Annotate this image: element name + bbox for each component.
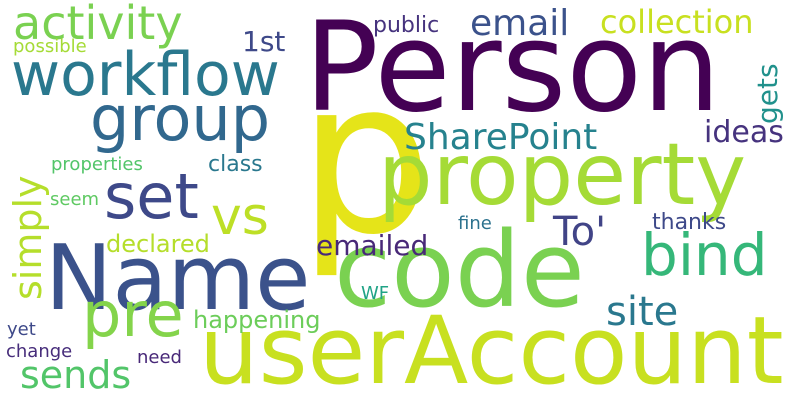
word-useraccount: userAccount bbox=[199, 297, 784, 400]
word-seem: seem bbox=[50, 189, 100, 210]
word-public: public bbox=[373, 13, 440, 38]
word-properties: properties bbox=[51, 154, 143, 175]
word-thanks: thanks bbox=[652, 210, 727, 235]
word-gets: gets bbox=[751, 63, 784, 124]
word-yet: yet bbox=[7, 319, 36, 340]
word-sharepoint: SharePoint bbox=[404, 117, 598, 158]
word-class: class bbox=[208, 152, 263, 177]
word-workflow: workflow bbox=[11, 40, 280, 110]
word-to: To' bbox=[553, 209, 607, 255]
word-set: set bbox=[104, 160, 199, 233]
word-emailed: emailed bbox=[316, 229, 429, 262]
word-email: email bbox=[470, 3, 570, 44]
word-wf: WF bbox=[361, 283, 390, 304]
word-activity: activity bbox=[13, 0, 183, 50]
word-collection: collection bbox=[600, 3, 754, 41]
word-need: need bbox=[137, 347, 182, 368]
word-fine: fine bbox=[458, 213, 492, 234]
word-possible: possible bbox=[13, 36, 87, 57]
word-1st: 1st bbox=[242, 25, 286, 58]
word-person: Person bbox=[304, 0, 721, 140]
word-site: site bbox=[606, 289, 679, 335]
word-happening: happening bbox=[193, 306, 321, 334]
word-declared: declared bbox=[106, 230, 210, 258]
word-bind: bind bbox=[641, 221, 768, 289]
word-property: property bbox=[378, 125, 747, 225]
word-change: change bbox=[6, 341, 73, 362]
word-vs: vs bbox=[211, 187, 269, 247]
word-ideas: ideas bbox=[704, 115, 784, 150]
word-group: group bbox=[90, 82, 271, 155]
word-pre: pre bbox=[82, 278, 184, 351]
word-p: p bbox=[298, 34, 433, 281]
word-simply: simply bbox=[6, 175, 50, 300]
word-sends: sends bbox=[20, 353, 132, 397]
word-code: code bbox=[334, 209, 585, 331]
word-name: Name bbox=[45, 226, 311, 331]
